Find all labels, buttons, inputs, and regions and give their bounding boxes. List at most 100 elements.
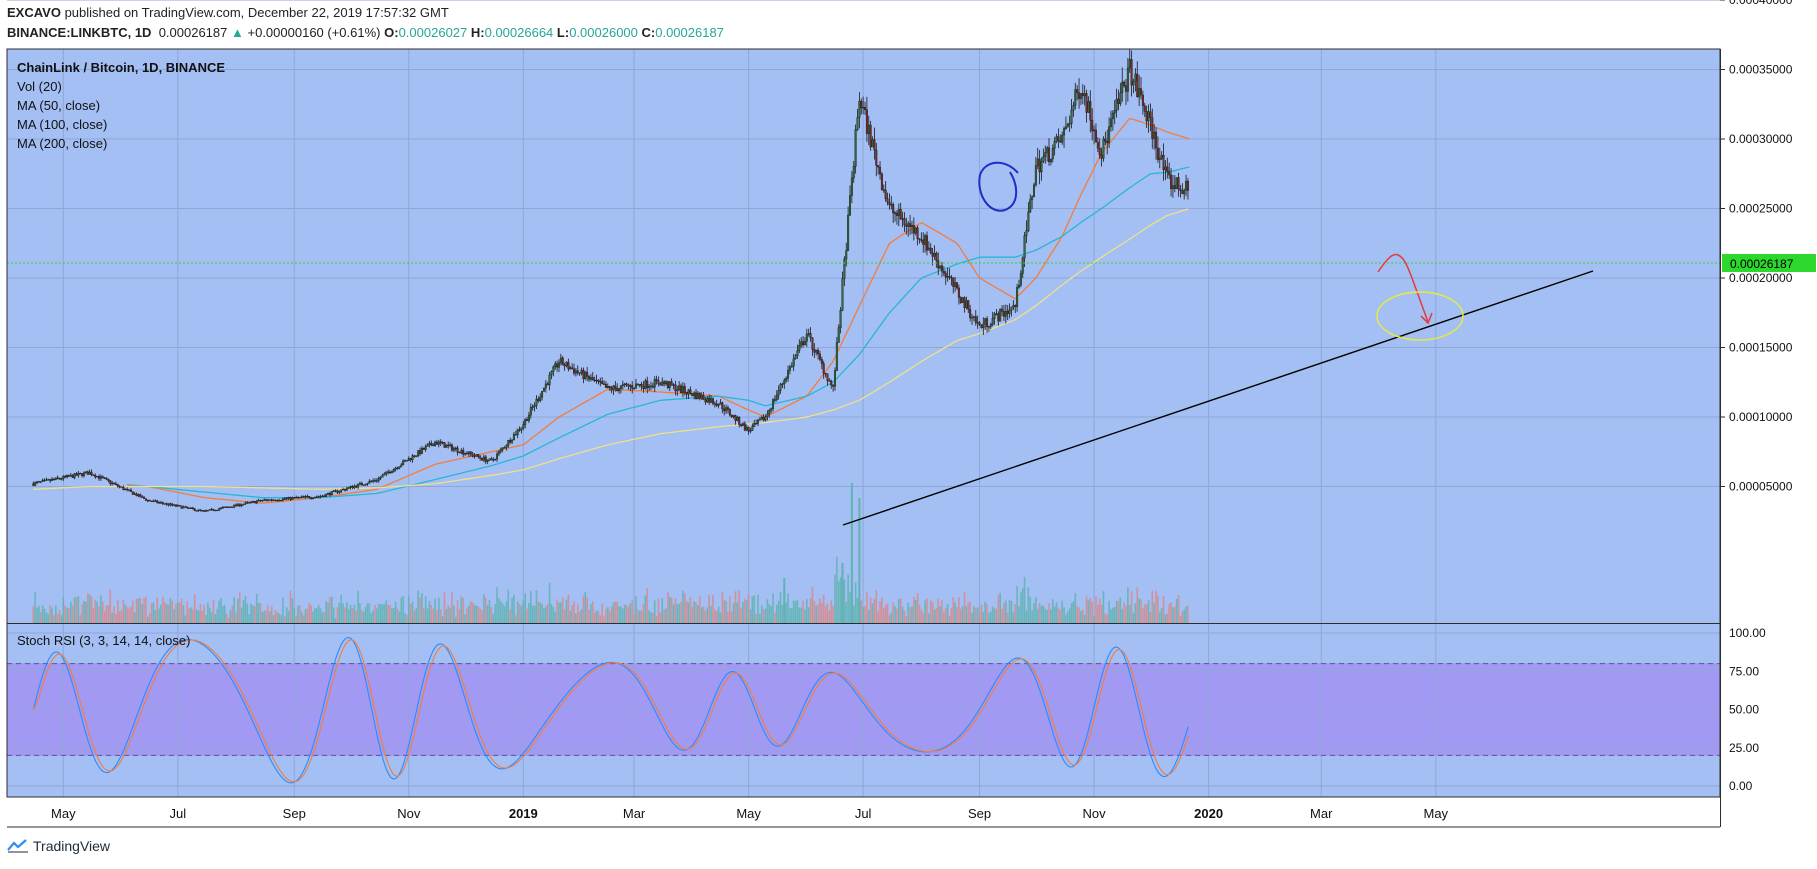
- legend-ma200[interactable]: MA (200, close): [17, 136, 107, 151]
- volume-bar: [158, 608, 160, 623]
- volume-bar: [665, 608, 667, 623]
- candle-body: [725, 407, 728, 412]
- price-axis[interactable]: [1720, 49, 1817, 797]
- candle-body: [34, 482, 37, 486]
- candle-body: [616, 388, 619, 392]
- candle-body: [914, 227, 917, 234]
- candle-body: [435, 441, 438, 445]
- volume-bar: [111, 612, 113, 623]
- candle-body: [723, 408, 726, 412]
- candle-body: [321, 495, 324, 497]
- time-axis-labels[interactable]: May Jul Sep Nov 2019 Mar May Jul Sep Nov 2020 Mar Ma…: [51, 806, 1449, 821]
- circle-annotation-blue[interactable]: [978, 161, 1019, 212]
- candle-body: [541, 391, 544, 398]
- candle-body: [1078, 92, 1081, 99]
- candle-body: [800, 341, 803, 346]
- volume-bar: [850, 483, 853, 623]
- volume-bar: [1050, 609, 1052, 623]
- candle-body: [732, 415, 735, 417]
- volume-bar: [772, 593, 774, 623]
- candle-body: [567, 361, 570, 370]
- volume-bar: [792, 600, 795, 623]
- candle-body: [285, 498, 288, 500]
- candle-body: [231, 506, 234, 508]
- candle-body: [576, 370, 579, 373]
- candle-body: [621, 384, 624, 386]
- volume-bar: [612, 602, 615, 623]
- candle-body: [404, 460, 407, 462]
- trendline[interactable]: [842, 270, 1594, 526]
- candle-body: [86, 471, 89, 475]
- volume-bar: [430, 604, 433, 623]
- candle-body: [447, 444, 450, 446]
- volume-bar: [796, 599, 799, 623]
- footer-brand[interactable]: TradingView: [7, 838, 110, 854]
- open-value: 0.00026027: [398, 25, 468, 40]
- stoch-legend[interactable]: Stoch RSI (3, 3, 14, 14, close): [17, 633, 190, 648]
- arrow-annotation-red[interactable]: [1377, 253, 1429, 323]
- volume-bar: [186, 601, 189, 623]
- candle-body: [1081, 93, 1084, 97]
- volume-bar: [453, 605, 455, 623]
- legend-ma100[interactable]: MA (100, close): [17, 117, 107, 132]
- volume-bar: [458, 609, 461, 623]
- volume-bar: [486, 604, 489, 623]
- volume-bar: [398, 611, 401, 623]
- candle-body: [704, 399, 707, 403]
- author-name[interactable]: EXCAVO: [7, 5, 61, 20]
- volume-bar: [120, 609, 123, 623]
- volume-bar: [944, 607, 947, 623]
- volume-bar: [1063, 607, 1065, 623]
- stoch-d-line: [32, 639, 1189, 783]
- candle-body: [719, 402, 722, 405]
- volume-bar: [1170, 602, 1172, 623]
- volume-bar: [503, 606, 506, 623]
- volume-bar: [896, 608, 898, 623]
- volume-bar: [201, 610, 204, 623]
- candle-body: [171, 503, 174, 506]
- candle-body: [935, 253, 938, 261]
- volume-bar: [1130, 591, 1133, 623]
- arrow-head-icon: [1420, 312, 1433, 325]
- volume-bar: [128, 607, 130, 623]
- volume-bar: [124, 604, 127, 623]
- volume-bar: [56, 613, 59, 623]
- volume-bar: [265, 610, 267, 623]
- candle-body: [858, 100, 861, 118]
- volume-bar: [635, 596, 637, 623]
- volume-bar: [1035, 596, 1037, 623]
- candle-body: [666, 381, 669, 388]
- volume-bar: [541, 604, 543, 623]
- candle-body: [255, 501, 258, 504]
- candle-body: [1042, 156, 1045, 162]
- volume-bar: [914, 599, 917, 623]
- target-ellipse-yellow[interactable]: [1376, 291, 1464, 341]
- candle-body: [933, 253, 936, 257]
- volume-bar: [734, 591, 737, 623]
- volume-bar: [32, 606, 35, 623]
- volume-bar: [100, 595, 102, 623]
- volume-bar: [563, 609, 566, 623]
- candle-body: [665, 381, 668, 385]
- stoch-tick-label: 50.00: [1729, 703, 1759, 717]
- volume-bar: [826, 603, 829, 623]
- volume-bar: [456, 600, 459, 623]
- candle-body: [1061, 134, 1064, 143]
- volume-bar: [841, 563, 844, 623]
- candle-body: [604, 384, 607, 388]
- candle-body: [370, 480, 373, 483]
- candle-body: [1029, 199, 1032, 213]
- volume-bar: [464, 614, 466, 623]
- time-tick-label: Nov: [397, 806, 421, 821]
- candle-body: [1143, 105, 1146, 112]
- candle-body: [297, 496, 300, 499]
- time-tick-label: Sep: [968, 806, 991, 821]
- legend-ma50[interactable]: MA (50, close): [17, 98, 100, 113]
- candle-body: [775, 394, 778, 400]
- legend-vol[interactable]: Vol (20): [17, 79, 62, 94]
- candle-body: [909, 223, 912, 227]
- candle-body: [84, 471, 87, 473]
- candle-body: [118, 486, 121, 488]
- candle-body: [49, 479, 52, 481]
